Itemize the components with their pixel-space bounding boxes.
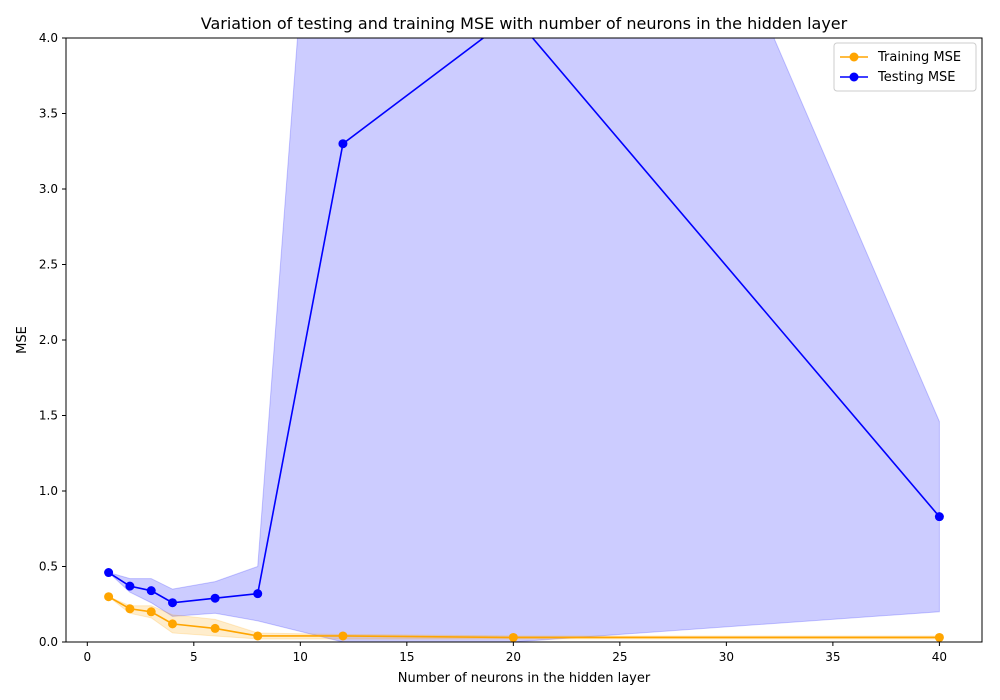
testing-mse-point: [210, 593, 220, 603]
y-tick-label: 2.5: [39, 258, 58, 272]
legend-label-training: Training MSE: [877, 50, 961, 65]
y-tick-label: 0.0: [39, 635, 58, 649]
legend-label-testing: Testing MSE: [877, 70, 956, 85]
y-tick-label: 1.0: [39, 484, 58, 498]
x-tick-label: 15: [399, 650, 414, 664]
testing-mse-point: [168, 598, 178, 608]
y-tick-label: 3.0: [39, 182, 58, 196]
y-tick-label: 0.5: [39, 560, 58, 574]
x-tick-label: 30: [719, 650, 734, 664]
legend-marker-training: [849, 52, 859, 62]
x-tick-label: 10: [293, 650, 308, 664]
testing-mse-point: [146, 586, 156, 596]
training-mse-point: [168, 619, 178, 629]
x-axis: 0 5 10 15 20 25 30 35 40: [83, 642, 947, 664]
training-mse-point: [508, 632, 518, 642]
training-mse-point: [338, 631, 348, 641]
series-markers: [104, 139, 944, 642]
x-tick-label: 40: [932, 650, 947, 664]
testing-mse-point: [253, 589, 263, 599]
x-tick-label: 0: [83, 650, 91, 664]
y-axis-label: MSE: [15, 326, 30, 354]
training-mse-point: [104, 592, 114, 602]
y-tick-label: 4.0: [39, 31, 58, 45]
y-axis: 0.0 0.5 1.0 1.5 2.0 2.5 3.0 3.5 4.0: [39, 31, 66, 649]
testing-mse-point: [934, 512, 944, 522]
training-mse-point: [125, 604, 135, 614]
y-tick-label: 2.0: [39, 333, 58, 347]
x-tick-label: 35: [825, 650, 840, 664]
x-axis-label: Number of neurons in the hidden layer: [398, 671, 651, 686]
legend: Training MSE Testing MSE: [833, 42, 977, 92]
testing-mse-point: [104, 568, 114, 578]
legend-box: [833, 42, 977, 92]
training-mse-point: [210, 623, 220, 633]
training-mse-point: [934, 632, 944, 642]
x-tick-label: 25: [612, 650, 627, 664]
testing-mse-point: [125, 581, 135, 591]
y-tick-label: 1.5: [39, 409, 58, 423]
training-mse-point: [146, 607, 156, 617]
training-mse-point: [253, 631, 263, 641]
x-tick-label: 20: [506, 650, 521, 664]
x-tick-label: 5: [190, 650, 198, 664]
y-tick-label: 3.5: [39, 107, 58, 121]
chart-title: Variation of testing and training MSE wi…: [201, 14, 848, 33]
legend-marker-testing: [849, 72, 859, 82]
testing-mse-point: [338, 139, 348, 149]
